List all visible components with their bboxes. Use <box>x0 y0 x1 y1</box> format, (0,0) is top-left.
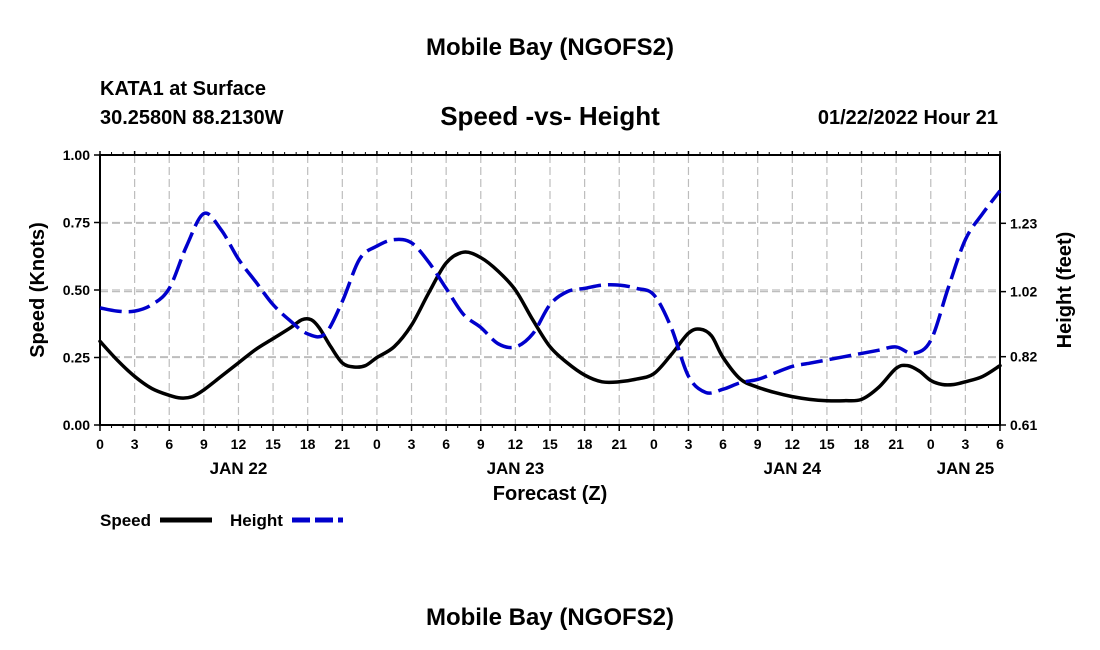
x-tick-label: 18 <box>300 436 316 452</box>
legend: Speed Height <box>100 511 343 530</box>
x-tick-label: 3 <box>408 436 416 452</box>
y-tick-label: 0.50 <box>63 282 90 298</box>
x-tick-label: 6 <box>996 436 1004 452</box>
y-tick-label: 0.25 <box>63 350 90 366</box>
x-tick-label: 9 <box>200 436 208 452</box>
series-line-speed <box>98 250 1002 403</box>
series-line-height <box>99 189 1002 395</box>
x-tick-label: 18 <box>577 436 593 452</box>
x-tick-label: 12 <box>231 436 247 452</box>
x-tick-label: 9 <box>754 436 762 452</box>
y-tick-label: 1.00 <box>63 147 90 163</box>
y2-axis-label: Height (feet) <box>1054 232 1076 349</box>
x-tick-label: 6 <box>719 436 727 452</box>
top-title: Mobile Bay (NGOFS2) <box>426 34 674 61</box>
date-label: JAN 22 <box>210 459 268 478</box>
x-tick-label: 15 <box>819 436 835 452</box>
y-axis-label: Speed (Knots) <box>27 222 49 358</box>
y2-tick-label: 1.23 <box>1010 215 1037 231</box>
x-tick-label: 0 <box>927 436 935 452</box>
x-tick-label: 12 <box>785 436 801 452</box>
date-label: JAN 24 <box>763 459 821 478</box>
x-tick-label: 21 <box>335 436 351 452</box>
x-tick-label: 12 <box>508 436 524 452</box>
x-tick-label: 6 <box>442 436 450 452</box>
y-tick-label: 0.00 <box>63 417 90 433</box>
chart-title: Speed -vs- Height <box>440 101 660 131</box>
legend-label-speed: Speed <box>100 511 151 530</box>
legend-label-height: Height <box>230 511 283 530</box>
series-lines <box>98 189 1002 403</box>
x-tick-label: 3 <box>131 436 139 452</box>
y2-tick-label: 0.82 <box>1010 349 1037 365</box>
y-tick-label: 0.75 <box>63 215 90 231</box>
axis-ticks: 0 3 6 9 12 15 18 21 0 3 6 9 12 15 18 21 0 3 6 9 12 15 18 21 0 3 6J… <box>63 147 1038 478</box>
x-tick-label: 15 <box>542 436 558 452</box>
bottom-title: Mobile Bay (NGOFS2) <box>426 604 674 631</box>
x-tick-label: 3 <box>685 436 693 452</box>
y2-tick-label: 0.61 <box>1010 417 1037 433</box>
x-tick-label: 0 <box>373 436 381 452</box>
grid <box>100 155 1000 425</box>
x-tick-label: 21 <box>611 436 627 452</box>
x-tick-label: 0 <box>650 436 658 452</box>
x-tick-label: 21 <box>888 436 904 452</box>
datetime-label: 01/22/2022 Hour 21 <box>818 107 998 129</box>
x-tick-label: 9 <box>477 436 485 452</box>
x-axis-label: Forecast (Z) <box>493 483 607 505</box>
x-tick-label: 15 <box>265 436 281 452</box>
x-tick-label: 3 <box>961 436 969 452</box>
station-label: KATA1 at Surface <box>100 78 266 100</box>
x-tick-label: 6 <box>165 436 173 452</box>
date-label: JAN 23 <box>487 459 545 478</box>
x-tick-label: 18 <box>854 436 870 452</box>
date-label: JAN 25 <box>937 459 995 478</box>
y2-tick-label: 1.02 <box>1010 284 1037 300</box>
x-tick-label: 0 <box>96 436 104 452</box>
coords-label: 30.2580N 88.2130W <box>100 107 284 129</box>
